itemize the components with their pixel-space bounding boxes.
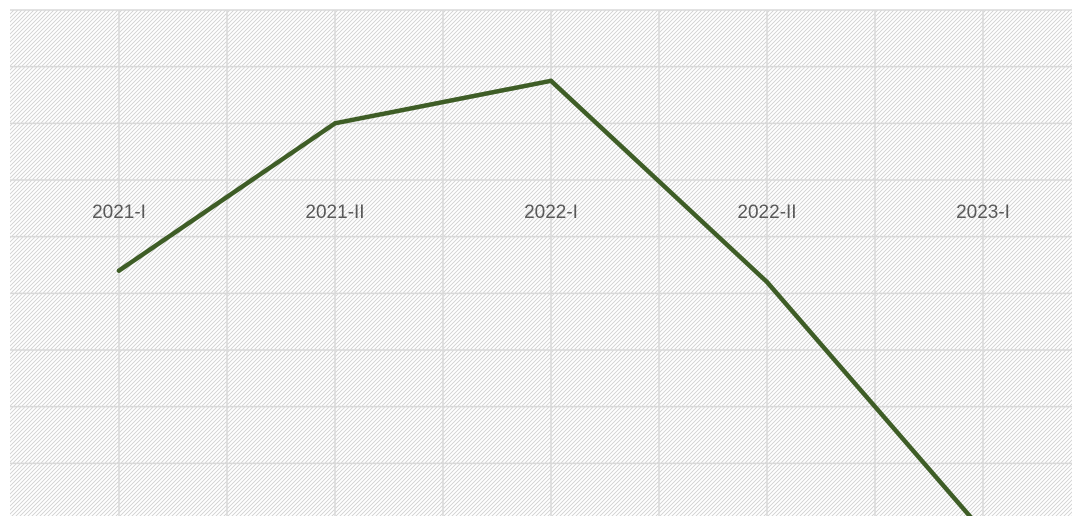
- data-point: [764, 279, 770, 285]
- data-point: [332, 121, 338, 126]
- category-label: 2023-I: [956, 202, 1010, 223]
- data-point: [116, 268, 122, 273]
- category-label: 2021-I: [92, 202, 146, 223]
- gridlines: [10, 9, 1072, 516]
- category-label: 2021-II: [305, 202, 364, 223]
- category-label: 2022-II: [737, 202, 796, 223]
- category-labels: 2021-I 2021-II 2022-I 2022-II 2023-I: [92, 202, 1010, 223]
- plot-area-background: [10, 10, 1072, 516]
- series-group: [116, 78, 973, 516]
- data-point: [548, 78, 554, 84]
- category-label: 2022-I: [524, 202, 578, 223]
